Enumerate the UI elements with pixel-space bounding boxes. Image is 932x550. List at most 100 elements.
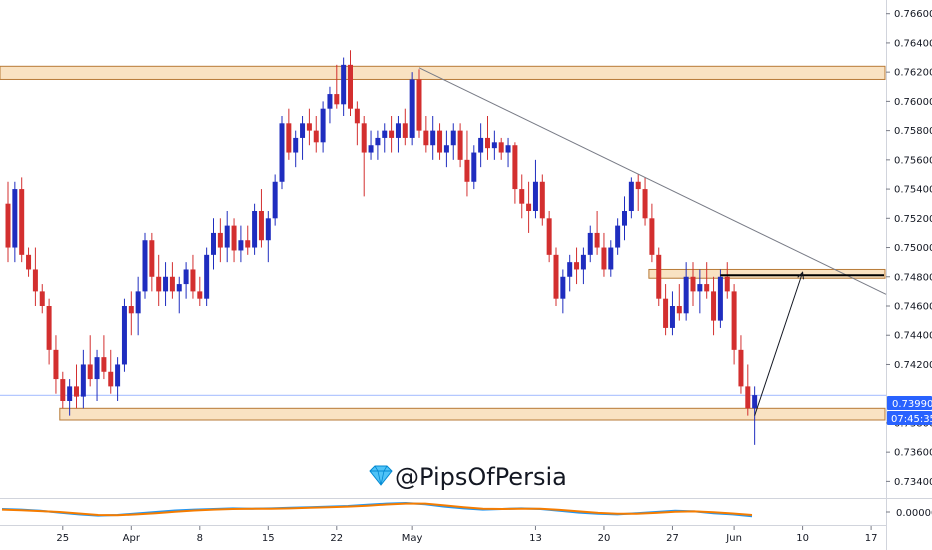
candle-body [361,123,367,153]
candle [443,130,449,168]
candle [183,262,189,299]
candle-body [108,371,114,387]
candle [526,181,532,233]
candle [574,247,580,285]
resistance-zone-top[interactable] [0,65,886,80]
candle [656,247,662,306]
candle-body [19,189,25,255]
time-tick-label: 15 [262,533,275,544]
candle [313,116,319,153]
candle-body [663,298,669,328]
candle [519,174,525,219]
candle-body [478,137,484,153]
candle-body [32,269,38,292]
candle [32,247,38,306]
candle-body [67,386,73,401]
price-tick-label: 0.76600 [894,9,932,20]
candle [409,72,415,146]
candle-body [128,306,134,314]
candle [731,284,737,365]
candle [341,57,347,116]
candle-body [580,254,586,270]
candle [211,218,216,270]
candle-body [717,276,723,321]
price-tick-label: 0.75600 [894,155,932,166]
candle-body [313,130,319,143]
candle-body [231,225,237,251]
candle-body [265,218,271,241]
candle-body [539,181,545,219]
time-tick-label: 10 [796,533,809,544]
candle [300,116,306,160]
projection-arrow-shaft[interactable] [754,272,804,416]
candle-body [211,232,216,255]
candle [580,247,586,285]
candle [327,86,333,124]
candle [94,349,100,401]
indicator-line-slow [1,502,753,517]
candle [375,130,381,160]
candle-body [416,79,422,131]
price-tick-label: 0.75000 [894,243,932,254]
candle [156,254,162,306]
candle-body [26,254,32,270]
candle-body [676,306,682,314]
time-tick-label: May [402,533,423,544]
breakout-zone[interactable] [648,268,886,279]
candle [512,142,518,204]
candle-body [80,364,86,397]
candle-body [601,247,607,270]
price-tick-label: 0.73400 [894,477,932,488]
price-tick-label: 0.74400 [894,331,932,342]
diamond-icon [369,465,393,486]
candle-body [306,123,312,131]
candle [430,116,436,160]
candle-body [87,364,93,380]
candle-body [711,291,717,321]
candle-body [5,203,11,248]
candle [676,284,682,321]
support-zone-bottom[interactable] [59,407,886,421]
candle [80,349,86,409]
candle-body [135,291,141,314]
candle [601,232,607,277]
candle-body [293,137,299,153]
candle [546,211,552,263]
candle-body [457,130,463,160]
candle [471,145,477,190]
candle [197,276,203,306]
candle-body [731,291,737,350]
candle [532,159,538,219]
time-axis[interactable]: 25 Apr 8 15 22 May 13 20 27 Jun 10 17 [56,526,877,544]
candle-body [683,276,689,314]
candle [498,137,504,160]
price-tick-label: 0.76400 [894,38,932,49]
candle-body [327,94,333,109]
candle [245,225,251,255]
candle [368,130,374,160]
candle-body [258,211,264,241]
candle-body [553,254,559,299]
projection-arrow-head [797,271,804,280]
candle-body [389,130,395,138]
candle-body [567,262,573,277]
watermark-text: @PipsOfPersia [395,463,567,491]
current-price-label: 0.73990 [892,399,932,410]
candle [669,291,675,336]
candle-body [635,181,641,190]
candle [39,284,45,314]
time-tick-label: 13 [529,533,542,544]
time-tick-label: 17 [865,533,878,544]
trendline[interactable] [418,67,887,295]
candle [231,218,237,263]
candle-body [163,276,169,292]
candle [217,218,223,263]
candle-body [628,181,634,211]
candle [286,108,292,160]
candle [717,269,723,328]
candle [560,269,566,314]
candle-body [752,395,758,409]
candle [738,335,744,394]
price-tick-label: 0.74200 [894,360,932,371]
